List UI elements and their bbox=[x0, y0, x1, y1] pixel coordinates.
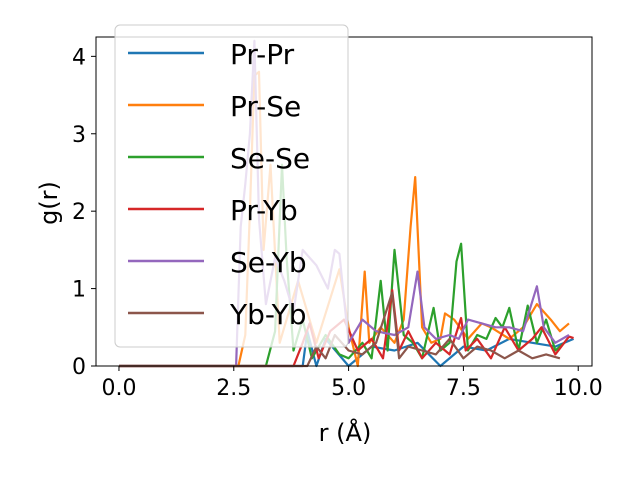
legend-label-yb-yb: Yb-Yb bbox=[229, 298, 307, 331]
legend-label-pr-se: Pr-Se bbox=[230, 90, 301, 123]
y-tick-label: 4 bbox=[72, 45, 86, 70]
series-line-pr-yb bbox=[119, 289, 574, 368]
x-tick-label: 0.0 bbox=[101, 376, 136, 401]
legend-label-pr-pr: Pr-Pr bbox=[230, 38, 295, 71]
x-tick-label: 2.5 bbox=[216, 376, 251, 401]
y-axis-label: g(r) bbox=[35, 181, 63, 225]
axes-layer: 0.0 2.5 5.0 7.5 10.0 0 1 2 3 4 bbox=[72, 36, 603, 401]
legend-label-se-se: Se-Se bbox=[230, 142, 310, 175]
y-tick-label: 3 bbox=[72, 123, 86, 148]
legend-label-pr-yb: Pr-Yb bbox=[230, 194, 298, 227]
legend: Pr-Pr Pr-Se Se-Se Pr-Yb Se-Yb Yb-Yb bbox=[114, 24, 349, 348]
legend-label-se-yb: Se-Yb bbox=[230, 246, 307, 279]
x-axis-label: r (Å) bbox=[319, 418, 372, 447]
y-tick-label: 0 bbox=[72, 355, 86, 380]
y-tick-label: 1 bbox=[72, 278, 86, 303]
x-tick-label: 7.5 bbox=[446, 376, 481, 401]
x-tick-label: 5.0 bbox=[331, 376, 366, 401]
x-tick-label: 10.0 bbox=[554, 376, 603, 401]
y-tick-label: 2 bbox=[72, 200, 86, 225]
